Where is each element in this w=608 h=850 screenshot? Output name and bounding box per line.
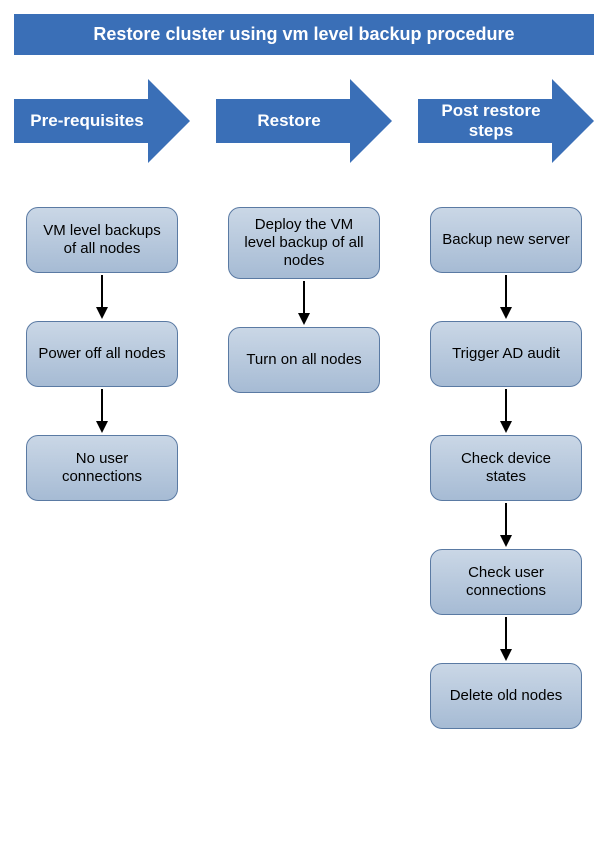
flow-arrow-icon bbox=[94, 273, 110, 321]
step-box: Deploy the VM level backup of all nodes bbox=[228, 207, 380, 279]
column-restore: Restore Deploy the VM level backup of al… bbox=[216, 79, 392, 729]
step-box: Delete old nodes bbox=[430, 663, 582, 729]
header-label: Post restore steps bbox=[418, 101, 558, 140]
step-box: Check user connections bbox=[430, 549, 582, 615]
columns-container: Pre-requisites VM level backups of all n… bbox=[0, 79, 608, 729]
step-box: VM level backups of all nodes bbox=[26, 207, 178, 273]
header-label: Restore bbox=[216, 111, 356, 131]
flow-arrow-icon bbox=[498, 387, 514, 435]
header-arrow-prerequisites: Pre-requisites bbox=[14, 79, 190, 163]
flow-arrow-icon bbox=[498, 615, 514, 663]
header-label: Pre-requisites bbox=[14, 111, 154, 131]
step-box: Trigger AD audit bbox=[430, 321, 582, 387]
header-arrow-post-restore: Post restore steps bbox=[418, 79, 594, 163]
step-box: Power off all nodes bbox=[26, 321, 178, 387]
step-box: Check device states bbox=[430, 435, 582, 501]
flow-arrow-icon bbox=[296, 279, 312, 327]
column-prerequisites: Pre-requisites VM level backups of all n… bbox=[14, 79, 190, 729]
column-post-restore: Post restore steps Backup new server Tri… bbox=[418, 79, 594, 729]
header-arrow-restore: Restore bbox=[216, 79, 392, 163]
step-box: Backup new server bbox=[430, 207, 582, 273]
flow-arrow-icon bbox=[498, 501, 514, 549]
step-box: No user connections bbox=[26, 435, 178, 501]
step-box: Turn on all nodes bbox=[228, 327, 380, 393]
flow-arrow-icon bbox=[94, 387, 110, 435]
page-title: Restore cluster using vm level backup pr… bbox=[14, 14, 594, 55]
flow-arrow-icon bbox=[498, 273, 514, 321]
